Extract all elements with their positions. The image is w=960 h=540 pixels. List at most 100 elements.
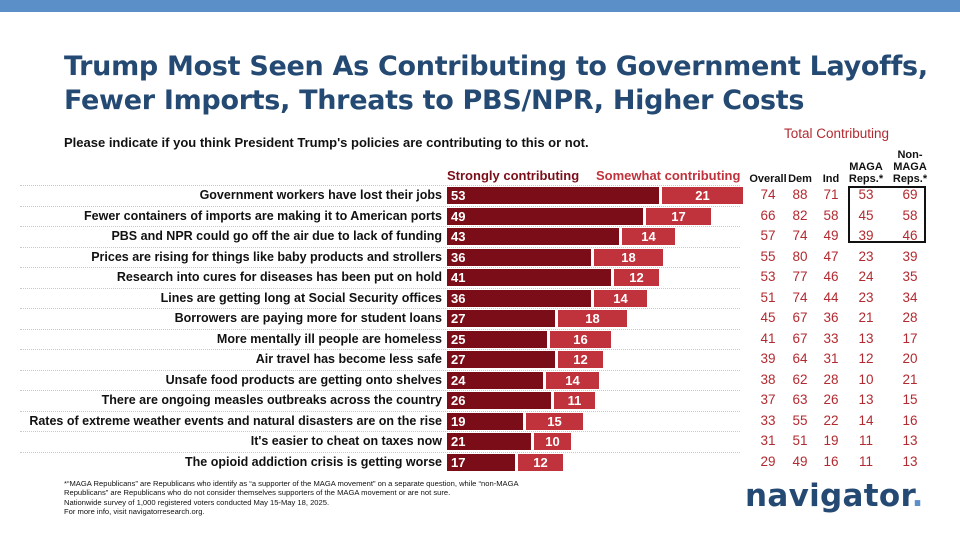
bar-value-label: 21 bbox=[451, 434, 466, 449]
bar-strongly-contributing: 26 bbox=[447, 392, 551, 409]
total-value: 16 bbox=[902, 412, 918, 428]
total-value: 82 bbox=[792, 207, 808, 223]
footnote-line-1: *“MAGA Republicans” are Republicans who … bbox=[64, 479, 519, 488]
total-value: 36 bbox=[823, 310, 839, 325]
total-value: 77 bbox=[792, 269, 808, 284]
total-value: 21 bbox=[902, 371, 918, 387]
total-value: 16 bbox=[823, 453, 839, 469]
bar-somewhat-contributing: 14 bbox=[594, 289, 647, 307]
column-header: MAGA Reps.* bbox=[841, 161, 891, 185]
bar-somewhat-contributing: 21 bbox=[662, 187, 743, 204]
total-value: 63 bbox=[792, 392, 808, 407]
column-header-line: Overall bbox=[749, 173, 787, 185]
total-contributing-header: Total Contributing bbox=[784, 126, 890, 141]
bar-value-label: 41 bbox=[451, 270, 466, 285]
total-value: 14 bbox=[858, 412, 874, 428]
total-value: 23 bbox=[858, 289, 874, 305]
bar-strongly-contributing: 49 bbox=[447, 207, 643, 225]
total-value: 39 bbox=[760, 351, 776, 366]
bar-value-label: 27 bbox=[451, 352, 466, 367]
bar-somewhat-contributing: 11 bbox=[554, 392, 595, 409]
category-label: Fewer containers of imports are making i… bbox=[84, 208, 442, 223]
total-value: 31 bbox=[760, 433, 776, 448]
total-value: 26 bbox=[823, 392, 839, 407]
row-divider bbox=[20, 185, 740, 186]
total-value: 35 bbox=[902, 269, 918, 284]
bar-value-label: 43 bbox=[451, 229, 466, 244]
bar-value-label: 24 bbox=[451, 372, 466, 388]
total-value: 64 bbox=[792, 351, 808, 366]
total-value: 80 bbox=[792, 248, 808, 264]
bar-somewhat-contributing: 15 bbox=[526, 412, 583, 430]
bar-strongly-contributing: 24 bbox=[447, 371, 543, 389]
column-header: Ind bbox=[806, 173, 856, 185]
total-value: 23 bbox=[858, 248, 874, 264]
bar-strongly-contributing: 21 bbox=[447, 433, 531, 450]
bar-somewhat-contributing: 12 bbox=[518, 453, 563, 471]
category-label: Prices are rising for things like baby p… bbox=[91, 249, 442, 264]
total-value: 55 bbox=[792, 412, 808, 428]
row-divider bbox=[20, 390, 740, 391]
total-value: 38 bbox=[760, 371, 776, 387]
total-value: 21 bbox=[858, 310, 874, 325]
bar-somewhat-contributing: 18 bbox=[558, 310, 627, 327]
total-value: 19 bbox=[823, 433, 839, 448]
column-header-line: Reps.* bbox=[892, 173, 928, 185]
total-value: 67 bbox=[792, 310, 808, 325]
total-value: 88 bbox=[792, 187, 808, 202]
title-line-1: Trump Most Seen As Contributing to Gover… bbox=[64, 51, 928, 82]
total-value: 33 bbox=[760, 412, 776, 428]
column-header: Non- MAGA Reps.* bbox=[885, 149, 935, 185]
bar-value-label: 25 bbox=[451, 331, 466, 347]
total-value: 46 bbox=[823, 269, 839, 284]
total-value: 39 bbox=[902, 248, 918, 264]
total-value: 53 bbox=[760, 269, 776, 284]
row-divider bbox=[20, 328, 740, 330]
category-label: More mentally ill people are homeless bbox=[216, 331, 442, 346]
total-value: 13 bbox=[902, 433, 918, 448]
total-value: 55 bbox=[760, 248, 776, 264]
logo-text: navigator bbox=[745, 478, 912, 514]
category-label: Air travel has become less safe bbox=[255, 352, 442, 366]
row-divider bbox=[20, 410, 740, 412]
bar-somewhat-contributing: 17 bbox=[646, 207, 711, 225]
footnote-line-4: For more info, visit navigatorresearch.o… bbox=[64, 507, 205, 517]
total-value: 29 bbox=[760, 453, 776, 469]
column-header-line: Dem bbox=[788, 173, 812, 185]
bar-strongly-contributing: 43 bbox=[447, 228, 619, 245]
column-header-line: Ind bbox=[822, 173, 840, 185]
bar-value-label: 36 bbox=[451, 290, 466, 306]
bar-somewhat-contributing: 18 bbox=[594, 248, 663, 266]
total-value: 74 bbox=[792, 289, 808, 305]
column-header: Dem bbox=[775, 173, 825, 185]
category-label: Research into cures for diseases has bee… bbox=[116, 270, 442, 284]
total-value: 47 bbox=[823, 248, 839, 264]
bar-strongly-contributing: 41 bbox=[447, 269, 611, 286]
bar-value-label: 36 bbox=[451, 249, 466, 265]
bar-strongly-contributing: 19 bbox=[447, 412, 523, 430]
bar-somewhat-contributing: 14 bbox=[546, 371, 599, 389]
bar-value-label: 19 bbox=[451, 413, 466, 429]
row-divider bbox=[20, 287, 740, 289]
bar-strongly-contributing: 27 bbox=[447, 310, 555, 327]
bar-value-label: 49 bbox=[451, 208, 466, 224]
category-label: It's easier to cheat on taxes now bbox=[250, 434, 442, 448]
total-value: 13 bbox=[858, 330, 874, 346]
category-label: Unsafe food products are getting onto sh… bbox=[165, 372, 442, 387]
bar-value-label: 53 bbox=[451, 188, 466, 203]
category-label: Rates of extreme weather events and natu… bbox=[29, 413, 442, 428]
bar-somewhat-contributing: 12 bbox=[558, 351, 603, 368]
total-value: 33 bbox=[823, 330, 839, 346]
total-value: 10 bbox=[858, 371, 874, 387]
total-value: 45 bbox=[760, 310, 776, 325]
total-value: 17 bbox=[902, 330, 918, 346]
page-title: Trump Most Seen As Contributing to Gover… bbox=[64, 50, 928, 118]
row-divider bbox=[20, 267, 740, 268]
category-label: Government workers have lost their jobs bbox=[199, 188, 442, 202]
total-value: 51 bbox=[792, 433, 808, 448]
total-value: 53 bbox=[858, 187, 874, 202]
total-value: 67 bbox=[792, 330, 808, 346]
total-value: 28 bbox=[902, 310, 918, 325]
logo-dot: . bbox=[911, 478, 924, 514]
column-header-line: Reps.* bbox=[848, 173, 884, 185]
